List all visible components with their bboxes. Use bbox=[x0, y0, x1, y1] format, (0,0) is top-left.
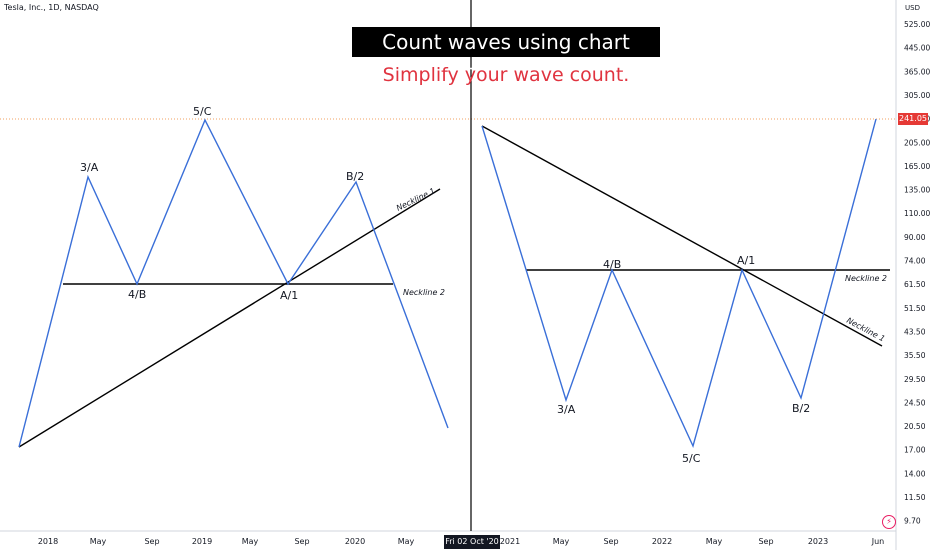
time-tick-label: May bbox=[242, 537, 259, 546]
time-tick-label: Jun bbox=[871, 537, 885, 546]
price-tick-label: 9.70 bbox=[904, 517, 921, 526]
current-price-tag: 241.05 bbox=[898, 113, 928, 125]
right-wave-line bbox=[481, 118, 877, 449]
left-wave-line bbox=[18, 118, 449, 448]
lightning-icon[interactable]: ⚡ bbox=[882, 515, 896, 529]
right-wave-label-b2: B/2 bbox=[792, 402, 810, 415]
left-neckline-2-label: Neckline 2 bbox=[403, 288, 445, 297]
price-tick-label: 61.50 bbox=[904, 280, 926, 289]
price-tick-label: 17.00 bbox=[904, 446, 926, 455]
time-tick-label: 2020 bbox=[345, 537, 365, 546]
right-neckline-2-label: Neckline 2 bbox=[845, 274, 887, 283]
price-tick-label: 110.00 bbox=[904, 209, 930, 218]
price-tick-label: 24.50 bbox=[904, 398, 926, 407]
time-tick-label: 2021 bbox=[500, 537, 520, 546]
price-tick-label: 365.00 bbox=[904, 67, 930, 76]
currency-label: USD bbox=[905, 4, 920, 12]
right-neckline-1 bbox=[481, 125, 883, 347]
right-wave-label-3a: 3/A bbox=[557, 403, 576, 416]
left-wave-label-b2: B/2 bbox=[346, 170, 364, 183]
time-tick-label: 2023 bbox=[808, 537, 828, 546]
crosshair-date-tag: Fri 02 Oct '20 bbox=[444, 535, 500, 549]
price-tick-label: 14.00 bbox=[904, 469, 926, 478]
time-tick-label: Sep bbox=[144, 537, 159, 546]
price-tick-label: 525.00 bbox=[904, 20, 930, 29]
right-wave-label-5c: 5/C bbox=[682, 452, 701, 465]
price-tick-label: 305.00 bbox=[904, 91, 930, 100]
time-tick-label: 2022 bbox=[652, 537, 672, 546]
left-wave-label-5c: 5/C bbox=[193, 105, 212, 118]
time-tick-label: 2019 bbox=[192, 537, 212, 546]
price-tick-label: 43.50 bbox=[904, 327, 926, 336]
time-tick-label: Sep bbox=[758, 537, 773, 546]
left-wave-label-4b: 4/B bbox=[128, 288, 146, 301]
subtitle: Simplify your wave count. bbox=[382, 64, 630, 86]
price-axis-ticks: 525.00445.00365.00305.00245.00205.00165.… bbox=[904, 20, 930, 526]
time-tick-label: May bbox=[706, 537, 723, 546]
right-wave-label-a1: A/1 bbox=[737, 254, 755, 267]
left-wave-label-3a: 3/A bbox=[80, 161, 99, 174]
time-tick-label: Sep bbox=[294, 537, 309, 546]
time-axis-ticks: 2018 May Sep 2019 May Sep 2020 May 2021 May Sep 202… bbox=[38, 537, 884, 546]
price-tick-label: 51.50 bbox=[904, 304, 926, 313]
time-tick-label: 2018 bbox=[38, 537, 58, 546]
left-wave-label-a1: A/1 bbox=[280, 289, 298, 302]
price-tick-label: 20.50 bbox=[904, 422, 926, 431]
price-tick-label: 90.00 bbox=[904, 233, 926, 242]
left-neckline-1-label: Neckline 1 bbox=[395, 186, 437, 213]
price-tick-label: 35.50 bbox=[904, 351, 926, 360]
time-tick-label: Sep bbox=[603, 537, 618, 546]
time-tick-label: May bbox=[553, 537, 570, 546]
price-tick-label: 135.00 bbox=[904, 186, 930, 195]
time-tick-label: May bbox=[398, 537, 415, 546]
time-tick-label: May bbox=[90, 537, 107, 546]
right-wave-label-4b: 4/B bbox=[603, 258, 621, 271]
price-tick-label: 165.00 bbox=[904, 162, 930, 171]
price-tick-label: 11.50 bbox=[904, 493, 926, 502]
banner-title: Count waves using chart patterns bbox=[352, 27, 660, 84]
left-neckline-1 bbox=[18, 188, 441, 448]
price-tick-label: 29.50 bbox=[904, 375, 926, 384]
symbol-title[interactable]: Tesla, Inc., 1D, NASDAQ bbox=[4, 3, 99, 12]
price-tick-label: 74.00 bbox=[904, 257, 926, 266]
price-tick-label: 205.00 bbox=[904, 138, 930, 147]
price-tick-label: 445.00 bbox=[904, 44, 930, 53]
